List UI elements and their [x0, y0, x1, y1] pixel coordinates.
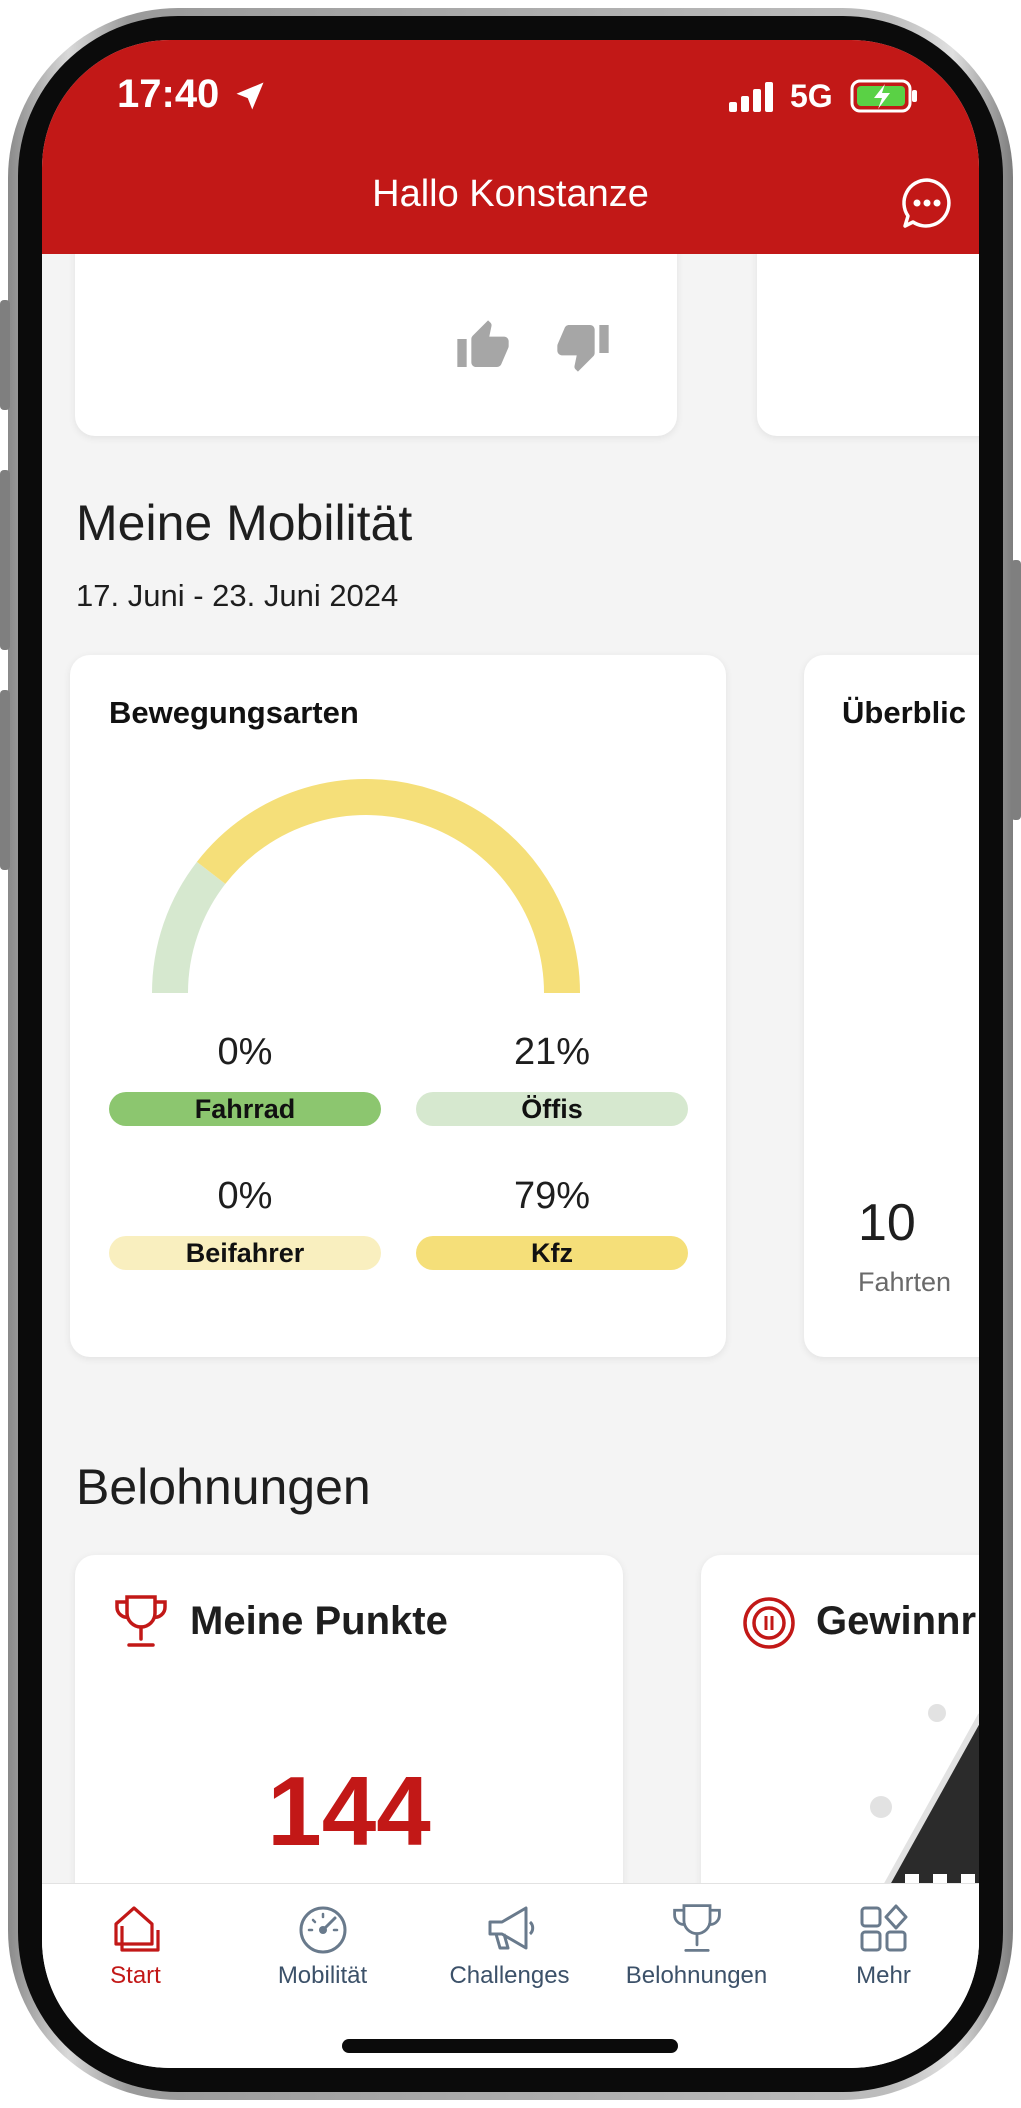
status-time: 17:40 — [117, 72, 220, 116]
nav-item-mehr[interactable]: Mehr — [790, 1900, 977, 1990]
movement-types-title: Bewegungsarten — [109, 695, 359, 730]
points-value: 144 — [267, 1756, 431, 1866]
network-type: 5G — [790, 78, 833, 114]
feedback-card-next — [757, 220, 979, 436]
mode-percent-kfz: 79% — [513, 1175, 591, 1217]
gauge-segment-kfz — [196, 779, 580, 994]
mode-percent-beifahrer: 0% — [217, 1175, 273, 1217]
gauge-segment--ffis — [152, 861, 226, 994]
my-points-title: Meine Punkte — [190, 1599, 448, 1643]
bottom-navigation: Start Mobilität Challenges — [42, 1883, 979, 2068]
nav-label-start: Start — [110, 1962, 161, 1989]
side-button-volume-down — [0, 690, 10, 870]
nav-label-mehr: Mehr — [856, 1962, 911, 1989]
mobility-date-range: 17. Juni - 23. Juni 2024 — [76, 578, 399, 613]
thumbs-down-icon[interactable] — [555, 318, 611, 374]
home-indicator[interactable] — [342, 2039, 678, 2053]
mode-percent-fahrrad: 0% — [217, 1031, 273, 1073]
nav-item-mobilitaet[interactable]: Mobilität — [229, 1900, 416, 1990]
rewards-section-title: Belohnungen — [76, 1459, 371, 1515]
mobility-section-title: Meine Mobilität — [76, 495, 413, 551]
racetrack-illustration — [870, 1704, 979, 1895]
mode-label-oeffis: Öffis — [416, 1092, 688, 1126]
speedometer-icon — [299, 1906, 346, 1954]
app-header: 17:40 5G Hallo Konstanze — [42, 40, 979, 254]
overview-title: Überblic — [842, 695, 967, 730]
battery-charging-icon — [850, 79, 917, 113]
trips-count: 10 — [858, 1194, 916, 1252]
overview-card[interactable]: Überblic 10 Fahrten — [804, 655, 979, 1357]
grid-icon — [860, 1904, 907, 1952]
nav-label-mobilitaet: Mobilität — [277, 1962, 368, 1989]
location-arrow-icon — [236, 82, 264, 110]
megaphone-icon — [488, 1906, 534, 1950]
mode-label-fahrrad: Fahrrad — [109, 1092, 381, 1126]
prize-title: Gewinnr — [816, 1599, 977, 1643]
side-button-mute — [0, 300, 10, 410]
feedback-card — [75, 220, 677, 436]
nav-label-belohnungen: Belohnungen — [625, 1962, 768, 1989]
page-title: Hallo Konstanze — [372, 173, 649, 215]
chat-icon[interactable] — [900, 176, 954, 230]
mode-label-kfz: Kfz — [416, 1236, 688, 1270]
trophy-icon — [672, 1904, 721, 1952]
nav-item-challenges[interactable]: Challenges — [416, 1900, 603, 1990]
trophy-icon — [115, 1595, 167, 1647]
side-button-power — [1011, 560, 1021, 820]
side-button-volume-up — [0, 470, 10, 650]
signal-bars-icon — [729, 82, 773, 112]
trips-label: Fahrten — [858, 1267, 952, 1297]
movement-types-card[interactable]: Bewegungsarten 0% Fahrrad 21% Öffis 0% B… — [70, 655, 726, 1357]
home-icon — [113, 1906, 160, 1952]
nav-item-start[interactable]: Start — [42, 1900, 229, 1990]
movement-gauge-chart — [152, 779, 580, 994]
thumbs-up-icon[interactable] — [455, 318, 511, 374]
nav-label-challenges: Challenges — [449, 1962, 570, 1989]
mode-label-beifahrer: Beifahrer — [109, 1236, 381, 1270]
target-icon — [743, 1597, 795, 1649]
screen: 17:40 5G Hallo Konstanze Meine Mobilität… — [42, 40, 979, 2068]
nav-item-belohnungen[interactable]: Belohnungen — [603, 1900, 790, 1990]
mode-percent-oeffis: 21% — [513, 1031, 591, 1073]
